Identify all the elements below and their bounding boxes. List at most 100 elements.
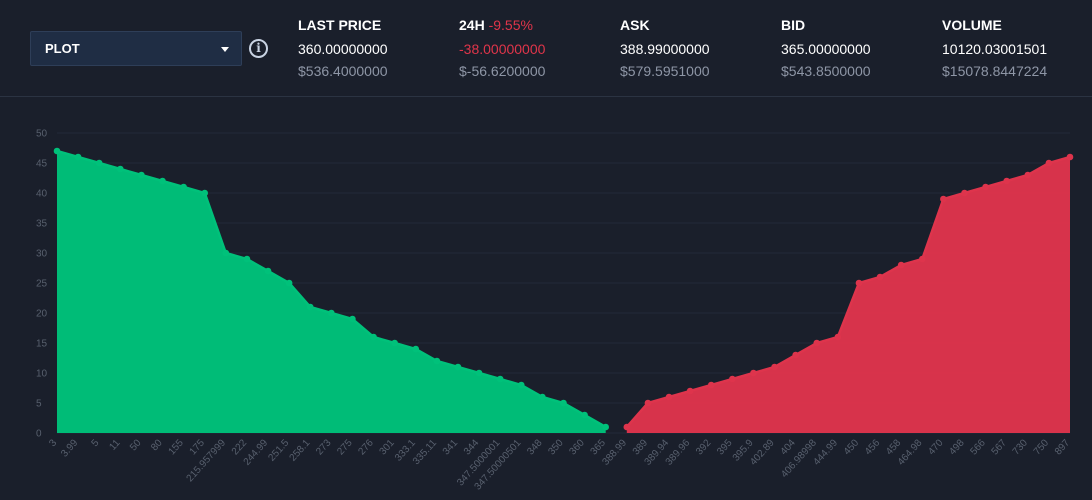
y-tick-label: 30 bbox=[36, 249, 48, 260]
x-tick-label: 3.99 bbox=[59, 437, 80, 459]
bid-depth-point bbox=[454, 363, 462, 371]
y-tick-label: 35 bbox=[36, 219, 48, 230]
plot-dropdown[interactable]: PLOT bbox=[30, 31, 242, 66]
bid-depth-point bbox=[581, 411, 588, 419]
bid-depth-point bbox=[349, 315, 356, 323]
bid-depth-point bbox=[560, 399, 567, 407]
ask-depth-point bbox=[897, 261, 905, 269]
bid-depth-point bbox=[201, 189, 209, 197]
market-header: PLOT i LAST PRICE 360.00000000 $536.4000… bbox=[0, 0, 1092, 97]
bid-depth-point bbox=[391, 339, 398, 347]
x-tick-label: 276 bbox=[356, 437, 376, 457]
y-tick-label: 40 bbox=[36, 189, 48, 200]
bid-depth-point bbox=[433, 357, 441, 365]
x-tick-label: 251.5 bbox=[266, 437, 291, 463]
x-tick-label: 456 bbox=[863, 437, 883, 457]
y-tick-label: 45 bbox=[36, 159, 48, 170]
ask-depth-point bbox=[961, 189, 968, 197]
x-tick-label: 341 bbox=[441, 437, 461, 457]
y-tick-label: 10 bbox=[36, 369, 48, 380]
x-tick-label: 350 bbox=[546, 437, 566, 457]
bid-depth-point bbox=[53, 147, 61, 155]
stat-24h-change: 24H -9.55% -38.00000000 $-56.6200000 bbox=[459, 17, 545, 79]
x-tick-label: 348 bbox=[525, 437, 545, 457]
x-tick-label: 335.11 bbox=[411, 437, 439, 467]
bid-depth-point bbox=[74, 153, 82, 161]
x-tick-label: 258.1 bbox=[288, 437, 313, 463]
bid-depth-point bbox=[159, 177, 166, 185]
stat-title: VOLUME bbox=[942, 17, 1002, 33]
ask-depth-point bbox=[750, 369, 757, 377]
x-tick-label: 360 bbox=[567, 437, 587, 457]
bid-depth-point bbox=[95, 159, 103, 167]
bid-depth-point bbox=[138, 171, 145, 179]
x-tick-label: 11 bbox=[107, 437, 122, 452]
bid-depth-point bbox=[475, 369, 483, 377]
bid-depth-area bbox=[57, 151, 606, 433]
info-icon[interactable]: i bbox=[249, 39, 268, 58]
ask-depth-point bbox=[876, 273, 884, 281]
x-tick-label: 388.99 bbox=[600, 437, 629, 467]
bid-depth-point bbox=[539, 393, 546, 401]
ask-depth-point bbox=[665, 393, 673, 401]
bid-depth-point bbox=[285, 279, 293, 287]
bid-depth-point bbox=[264, 267, 272, 275]
ask-depth-area bbox=[626, 157, 1070, 433]
stat-volume: VOLUME 10120.03001501 $15078.8447224 bbox=[942, 17, 1047, 79]
ask-depth-point bbox=[623, 423, 631, 431]
stat-value: 10120.03001501 bbox=[942, 41, 1048, 57]
bid-depth-point bbox=[496, 375, 504, 383]
x-tick-label: 450 bbox=[842, 437, 862, 457]
x-tick-label: 273 bbox=[314, 437, 334, 457]
x-tick-label: 5 bbox=[90, 437, 102, 449]
stat-ask: ASK 388.99000000 $579.5951000 bbox=[620, 17, 710, 79]
x-tick-label: 730 bbox=[1011, 437, 1031, 457]
ask-depth-point bbox=[686, 387, 694, 395]
x-tick-label: 244.99 bbox=[242, 437, 271, 467]
x-tick-label: 215.957999 bbox=[185, 437, 229, 484]
bid-depth-point bbox=[306, 303, 314, 311]
stat-usd-value: $536.4000000 bbox=[298, 63, 388, 79]
y-tick-label: 25 bbox=[36, 279, 48, 290]
stat-title: BID bbox=[781, 17, 806, 33]
stat-value: 388.99000000 bbox=[620, 41, 710, 57]
x-tick-label: 464.98 bbox=[896, 437, 925, 467]
ask-depth-line bbox=[625, 155, 1071, 428]
ask-depth-point bbox=[1003, 177, 1010, 185]
bid-depth-point bbox=[222, 249, 230, 257]
ask-depth-point bbox=[729, 375, 736, 383]
x-tick-label: 392 bbox=[694, 437, 714, 457]
x-tick-label: 567 bbox=[990, 437, 1010, 457]
x-tick-label: 80 bbox=[149, 437, 165, 453]
x-tick-label: 897 bbox=[1053, 437, 1073, 457]
ask-depth-point bbox=[1024, 171, 1032, 179]
bid-depth-point bbox=[517, 381, 525, 389]
y-tick-label: 0 bbox=[36, 429, 42, 440]
x-tick-label: 750 bbox=[1032, 437, 1052, 457]
stat-value: -38.00000000 bbox=[459, 41, 546, 57]
bid-depth-point bbox=[412, 345, 420, 353]
bid-depth-point bbox=[370, 333, 377, 341]
stat-value: 365.00000000 bbox=[781, 41, 871, 57]
bid-depth-point bbox=[180, 183, 187, 191]
x-tick-label: 566 bbox=[968, 437, 988, 457]
ask-depth-point bbox=[834, 333, 842, 341]
bid-depth-point bbox=[117, 165, 124, 173]
y-tick-label: 15 bbox=[36, 339, 48, 350]
x-tick-label: 3 bbox=[47, 437, 59, 449]
stat-bid: BID 365.00000000 $543.8500000 bbox=[781, 17, 871, 79]
stat-title: LAST PRICE bbox=[298, 17, 382, 33]
y-tick-label: 20 bbox=[36, 309, 48, 320]
stat-title: 24H bbox=[459, 17, 485, 33]
x-tick-label: 402.89 bbox=[748, 437, 777, 467]
ask-depth-point bbox=[855, 279, 863, 287]
ask-depth-point bbox=[1045, 159, 1053, 167]
ask-depth-point bbox=[1066, 153, 1074, 161]
bid-depth-point bbox=[328, 309, 335, 317]
stat-title: ASK bbox=[620, 17, 650, 33]
stat-usd-value: $579.5951000 bbox=[620, 63, 710, 79]
ask-depth-point bbox=[707, 381, 715, 389]
x-tick-label: 444.99 bbox=[811, 437, 840, 467]
chevron-down-icon bbox=[221, 47, 229, 52]
